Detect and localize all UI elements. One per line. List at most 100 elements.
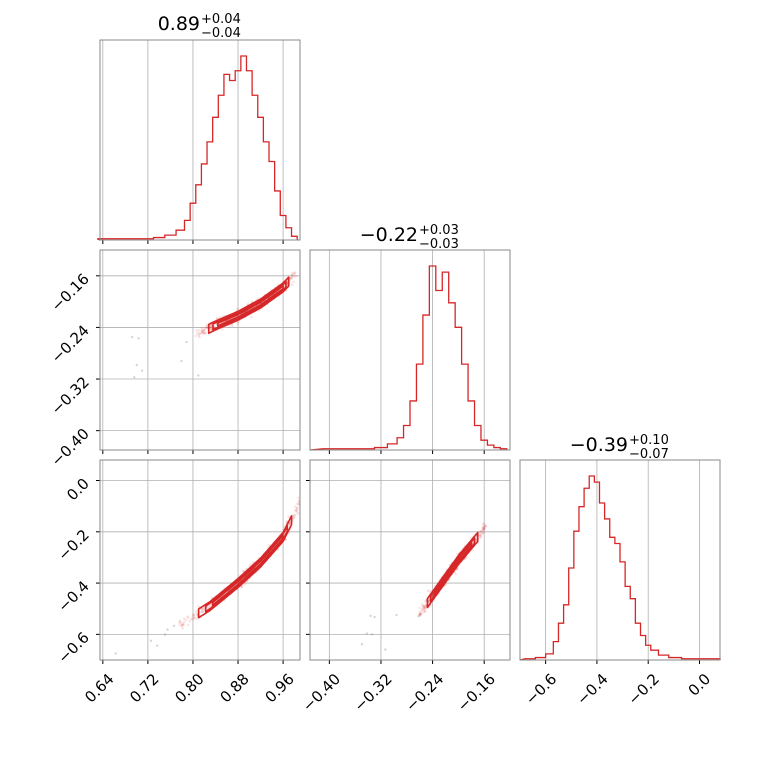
scatter-point	[421, 604, 425, 607]
scatter-point	[202, 328, 206, 332]
scatter-point	[297, 502, 300, 506]
scatter-point	[479, 530, 483, 534]
scatter-point	[201, 331, 205, 335]
scatter-point	[292, 280, 295, 284]
scatter-point	[455, 568, 459, 571]
scatter-point	[296, 502, 299, 506]
scatter-point	[290, 276, 293, 280]
scatter-point	[192, 616, 196, 620]
scatter-point	[294, 505, 297, 508]
scatter-point	[478, 536, 482, 540]
scatter-point	[297, 500, 300, 504]
scatter-point	[204, 332, 207, 335]
scatter-point	[482, 526, 485, 530]
scatter-point	[193, 616, 196, 620]
scatter-point	[419, 611, 422, 615]
scatter-outlier	[133, 376, 136, 379]
contour-level-1	[204, 524, 289, 613]
scatter-point	[422, 608, 426, 612]
scatter-point	[199, 332, 203, 336]
title-param-0: 0.89 +0.04 −0.04	[158, 12, 241, 41]
histogram-step-0	[96, 55, 298, 241]
scatter-point	[192, 613, 195, 616]
panel-frame	[519, 459, 721, 661]
scatter-point	[202, 331, 206, 334]
scatter-point	[204, 326, 208, 330]
scatter-panel-1-2-x-tick-label: −0.40	[299, 670, 344, 715]
scatter-point	[202, 329, 205, 332]
scatter-point	[482, 525, 485, 528]
scatter-panel-0-1-y-tick-label: −0.24	[48, 322, 93, 367]
scatter-point	[484, 524, 488, 528]
scatter-point	[480, 528, 484, 532]
scatter-point	[422, 605, 426, 609]
scatter-point	[294, 274, 298, 278]
scatter-point	[422, 605, 426, 608]
scatter-point	[423, 604, 427, 607]
contour-level-1	[212, 280, 287, 331]
scatter-point	[186, 623, 190, 627]
contour-level-1	[429, 537, 476, 603]
scatter-point	[220, 328, 224, 331]
scatter-point	[292, 272, 296, 276]
scatter-point	[483, 524, 487, 528]
scatter-point	[292, 516, 295, 520]
scatter-outlier	[114, 652, 117, 655]
scatter-point	[482, 522, 486, 525]
scatter-point	[289, 276, 293, 280]
scatter-point	[421, 607, 424, 611]
scatter-point	[296, 506, 299, 510]
scatter-outlier	[135, 363, 138, 367]
scatter-point	[479, 535, 483, 538]
scatter-panel-0-1-y-tick-label: −0.32	[48, 373, 93, 418]
scatter-outlier	[370, 633, 374, 636]
title-2-value: −0.39	[570, 434, 628, 456]
scatter-point	[242, 569, 246, 573]
scatter-point	[186, 615, 190, 618]
scatter-point	[178, 623, 181, 627]
scatter-point	[421, 603, 424, 606]
scatter-point	[481, 526, 485, 530]
scatter-point	[202, 332, 206, 335]
histogram-panel-2-x-tick-label: −0.4	[573, 670, 611, 708]
scatter-point	[209, 325, 212, 328]
scatter-point	[430, 603, 433, 607]
scatter-point	[201, 329, 205, 333]
scatter-point	[191, 618, 194, 621]
scatter-point	[179, 620, 182, 624]
scatter-panel-0-1-y-tick-label: −0.40	[48, 425, 93, 470]
contour-level-0	[207, 276, 290, 335]
scatter-panel-0-2-y-tick-label: −0.6	[54, 628, 92, 666]
scatter-panel-1-2: −0.40 −0.32 −0.24 −0.16	[299, 459, 511, 715]
scatter-point	[423, 607, 427, 610]
scatter-point	[243, 582, 247, 586]
title-0-value: 0.89	[158, 13, 200, 35]
title-0-minus: −0.04	[201, 26, 241, 41]
scatter-point	[293, 271, 296, 275]
scatter-point	[208, 605, 211, 609]
scatter-point	[195, 612, 199, 616]
scatter-point	[424, 609, 427, 613]
scatter-point	[290, 274, 294, 278]
scatter-point	[454, 572, 457, 576]
scatter-point	[227, 325, 231, 328]
scatter-point	[209, 603, 213, 607]
scatter-point	[478, 530, 482, 533]
scatter-point	[250, 315, 253, 319]
scatter-point	[203, 326, 207, 330]
scatter-outlier	[365, 632, 369, 635]
scatter-outlier	[417, 615, 420, 618]
scatter-point	[481, 531, 485, 535]
scatter-point	[205, 325, 209, 328]
scatter-panel-1-2-x-tick-label: −0.16	[454, 670, 499, 715]
scatter-point	[209, 327, 213, 331]
scatter-point	[204, 331, 207, 335]
title-1-value: −0.22	[360, 224, 418, 246]
scatter-point	[201, 610, 204, 613]
scatter-point	[201, 610, 204, 614]
scatter-outlier	[373, 615, 376, 619]
scatter-panel-0-1: −0.40 −0.32 −0.24 −0.16	[48, 249, 301, 470]
contour-level-2	[216, 285, 284, 327]
scatter-point	[200, 330, 204, 334]
